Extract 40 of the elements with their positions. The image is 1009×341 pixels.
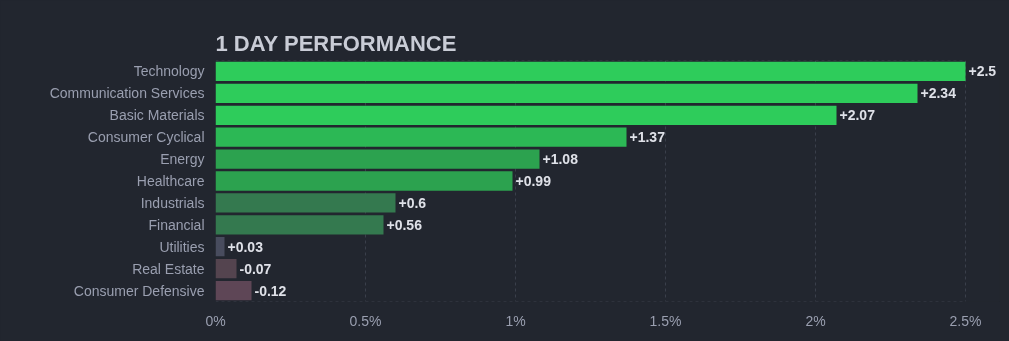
- bar: [215, 193, 396, 213]
- data-label: +2.34: [920, 85, 957, 102]
- x-tick-label: 2.5%: [949, 312, 982, 329]
- x-tick-label: 1%: [505, 312, 526, 329]
- chart-title: 1 DAY PERFORMANCE: [215, 30, 457, 56]
- y-tick-label: Communication Services: [49, 85, 205, 102]
- data-label: -0.07: [239, 260, 272, 277]
- y-tick-label: Consumer Defensive: [73, 282, 205, 299]
- bar: [215, 83, 918, 103]
- y-tick-label: Industrials: [140, 194, 205, 211]
- data-label: -0.12: [254, 282, 287, 299]
- bar: [215, 215, 384, 235]
- y-tick-label: Utilities: [159, 238, 205, 255]
- y-tick-label: Basic Materials: [109, 107, 205, 124]
- data-label: +2.5: [968, 63, 997, 80]
- x-tick-label: 2%: [805, 312, 826, 329]
- y-tick-label: Energy: [160, 151, 205, 168]
- data-label: +0.56: [386, 216, 423, 233]
- bar: [215, 259, 237, 279]
- bar: [215, 105, 837, 125]
- y-tick-label: Technology: [133, 63, 205, 80]
- x-tick-label: 0%: [205, 312, 226, 329]
- bar: [215, 171, 513, 191]
- x-tick-label: 1.5%: [649, 312, 682, 329]
- data-label: +0.03: [227, 238, 264, 255]
- data-label: +1.37: [629, 129, 666, 146]
- data-label: +0.6: [398, 194, 427, 211]
- bar: [215, 280, 252, 301]
- bar: [215, 61, 966, 82]
- data-label: +1.08: [542, 151, 579, 168]
- y-tick-label: Real Estate: [132, 260, 205, 277]
- bar: [215, 149, 540, 169]
- bar: [215, 237, 225, 257]
- x-tick-label: 0.5%: [349, 312, 382, 329]
- y-tick-label: Consumer Cyclical: [87, 129, 205, 146]
- data-label: +0.99: [515, 173, 552, 189]
- bar: [215, 127, 627, 147]
- y-tick-label: Healthcare: [136, 173, 205, 189]
- y-tick-label: Financial: [148, 216, 205, 233]
- data-label: +2.07: [839, 107, 876, 124]
